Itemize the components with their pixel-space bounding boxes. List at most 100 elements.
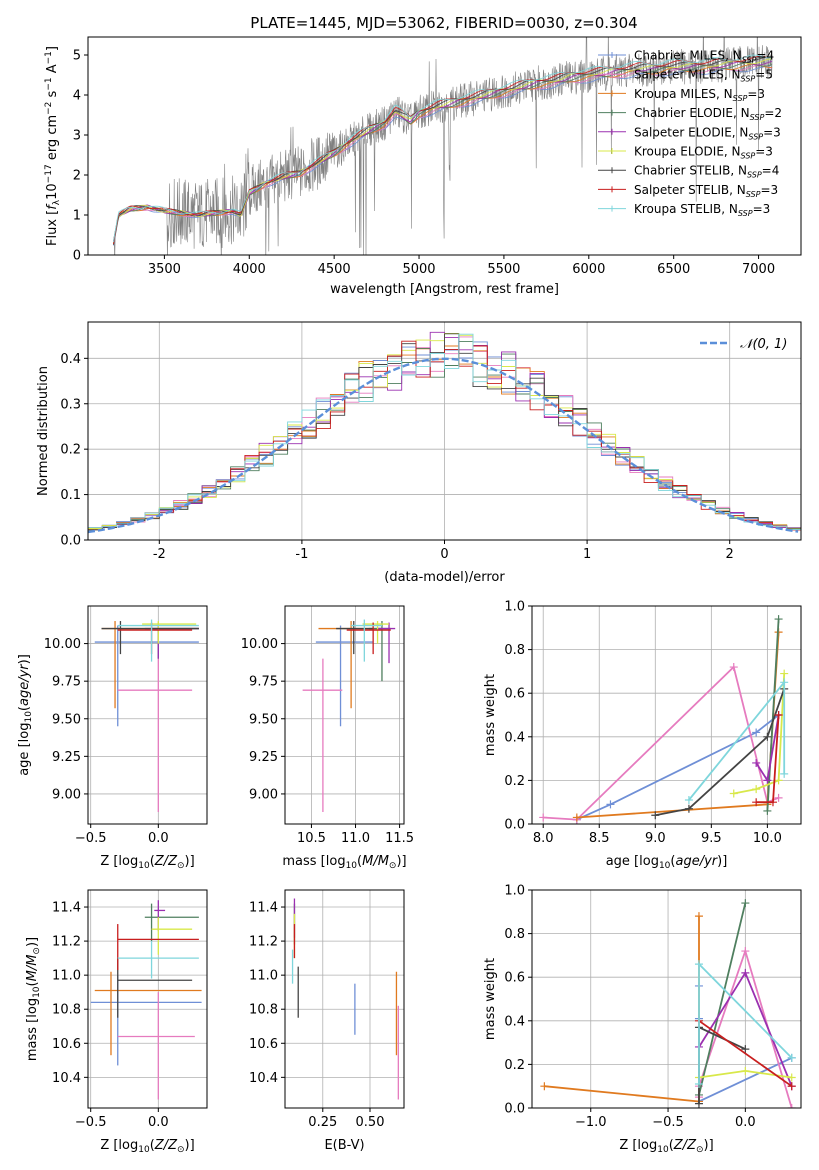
axes-mass-vs-Z: −0.5 0.0 10.4 10.6 10.8 11.0 11.2 11.4 mass [log… (25, 889, 208, 1155)
x-tick-label: 0.0 (735, 1115, 756, 1130)
x-tick-label: 0.50 (356, 1115, 385, 1130)
weight-marker (694, 1099, 703, 1108)
y-tick-label: 0.8 (504, 643, 525, 658)
plots-group: 3500 4000 4500 5000 5500 6000 6500 7000 0 1 2 3 4 5 wa… (17, 36, 802, 1155)
hist-kroupa-stelib (88, 333, 801, 531)
y-tick-label: 0.4 (504, 730, 525, 745)
weight-marker (774, 711, 783, 719)
axes-massweight-vs-age: 8.0 8.5 9.0 9.5 10.0 0.0 0.2 0.4 0.6 0.8 1.0 mass w… (483, 600, 802, 871)
weight-marker (729, 663, 738, 672)
legend-label: Chabrier STELIB, NSSP=4 (634, 164, 779, 180)
x-tick-label: 11.5 (385, 831, 414, 846)
y-tick-label: 11.2 (249, 935, 278, 950)
axes-frame (531, 605, 802, 825)
x-tick-label: 0.25 (308, 1115, 337, 1130)
y-tick-label: 5 (73, 49, 81, 64)
weight-marker (741, 1045, 750, 1054)
weight-line (576, 714, 780, 821)
y-tick-label: 1.0 (504, 600, 525, 615)
weight-marker (741, 1066, 750, 1075)
y-tick-label: 9.25 (52, 750, 81, 765)
y-axis-label: mass weight (483, 958, 498, 1040)
weight-line (543, 665, 779, 821)
normal-curve (88, 357, 799, 534)
x-tick-label: 6000 (572, 262, 605, 277)
y-tick-label: 0.0 (504, 1102, 525, 1117)
plot-area (88, 331, 801, 534)
weight-marker (694, 912, 703, 921)
y-tick-label: 1 (73, 209, 81, 224)
x-axis-label: (data-model)/error (384, 570, 505, 585)
y-tick-label: 0.6 (504, 687, 525, 702)
weight-marker (780, 669, 789, 678)
weight-marker (787, 1073, 796, 1082)
y-tick-label: 3 (73, 129, 81, 144)
axes-frame (531, 889, 802, 1109)
weight-marker (741, 947, 750, 956)
axes-age-vs-mass: 10.5 11.0 11.5 9.00 9.25 9.50 9.75 10.00 mass [l… (241, 605, 414, 871)
axes-frame (284, 889, 405, 1109)
weight-marker (763, 806, 772, 815)
page-title: PLATE=1445, MJD=53062, FIBERID=0030, z=0… (250, 14, 637, 32)
x-axis-label: E(B-V) (324, 1138, 364, 1153)
y-tick-label: 9.75 (249, 675, 278, 690)
x-axis-label: age [log10(age/yr)] (606, 854, 728, 871)
axes-age-vs-Z: −0.5 0.0 9.00 9.25 9.50 9.75 10.00 age [log10(a… (17, 605, 208, 871)
y-tick-label: 0.2 (60, 443, 81, 458)
y-tick-label: 10.6 (249, 1037, 278, 1052)
y-tick-label: 0.3 (60, 397, 81, 412)
y-tick-label: 0.6 (504, 971, 525, 986)
weight-marker (780, 769, 789, 778)
weight-marker (694, 1080, 703, 1089)
weight-marker (763, 732, 772, 741)
plot-area (113, 37, 773, 255)
x-tick-label: 5500 (487, 262, 520, 277)
x-tick-label: 10.5 (297, 831, 326, 846)
x-tick-label: 0.0 (148, 831, 169, 846)
weight-marker (752, 758, 761, 767)
x-tick-label: 10.0 (753, 831, 782, 846)
y-tick-label: 0.2 (504, 1058, 525, 1073)
y-tick-label: 9.25 (249, 750, 278, 765)
plot-area (94, 619, 199, 812)
y-axis-label: Normed distribution (36, 366, 51, 496)
y-tick-label: 9.50 (52, 712, 81, 727)
x-axis-label: Z [log10(Z/Z⊙)] (100, 854, 194, 871)
weight-line (544, 916, 700, 1103)
weight-marker (752, 728, 761, 737)
weight-marker (684, 804, 693, 813)
legend-label: Kroupa ELODIE, NSSP=3 (634, 145, 773, 161)
weight-marker (774, 615, 783, 624)
x-tick-label: 0 (440, 547, 448, 562)
weight-marker (787, 1082, 796, 1091)
x-tick-label: 0.0 (148, 1115, 169, 1130)
legend-label: Kroupa STELIB, NSSP=3 (634, 202, 770, 218)
weight-line (733, 673, 786, 795)
y-tick-label: 0.4 (504, 1014, 525, 1029)
y-tick-label: 0.2 (504, 774, 525, 789)
weight-marker (606, 800, 615, 809)
legend-label: 𝒩(0, 1) (740, 337, 787, 352)
weight-marker (774, 776, 783, 785)
y-tick-label: 0.0 (504, 818, 525, 833)
legend-label: Salpeter ELODIE, NSSP=3 (634, 125, 781, 141)
weight-marker (572, 813, 581, 822)
y-axis-label: mass weight (483, 674, 498, 756)
y-tick-label: 10.8 (52, 1003, 81, 1018)
y-tick-label: 0.0 (60, 534, 81, 549)
axes-spectrum: 3500 4000 4500 5000 5500 6000 6500 7000 0 1 2 3 4 5 wa… (44, 36, 802, 297)
x-tick-label: 2 (726, 547, 734, 562)
x-tick-label: 9.0 (645, 831, 666, 846)
weight-marker (540, 1082, 549, 1091)
x-axis-label: mass [log10(M/M⊙)] (282, 854, 406, 871)
axes-frame (87, 36, 802, 256)
y-tick-label: 11.4 (249, 901, 278, 916)
legend-label: Salpeter MILES, NSSP=5 (634, 68, 773, 84)
y-tick-label: 10.6 (52, 1037, 81, 1052)
y-tick-label: 10.8 (249, 1003, 278, 1018)
x-tick-label: 8.0 (533, 831, 554, 846)
weight-marker (763, 776, 772, 785)
y-tick-label: 10.4 (249, 1071, 278, 1086)
y-tick-label: 11.0 (52, 969, 81, 984)
legend-label: Kroupa MILES, NSSP=3 (634, 87, 765, 103)
